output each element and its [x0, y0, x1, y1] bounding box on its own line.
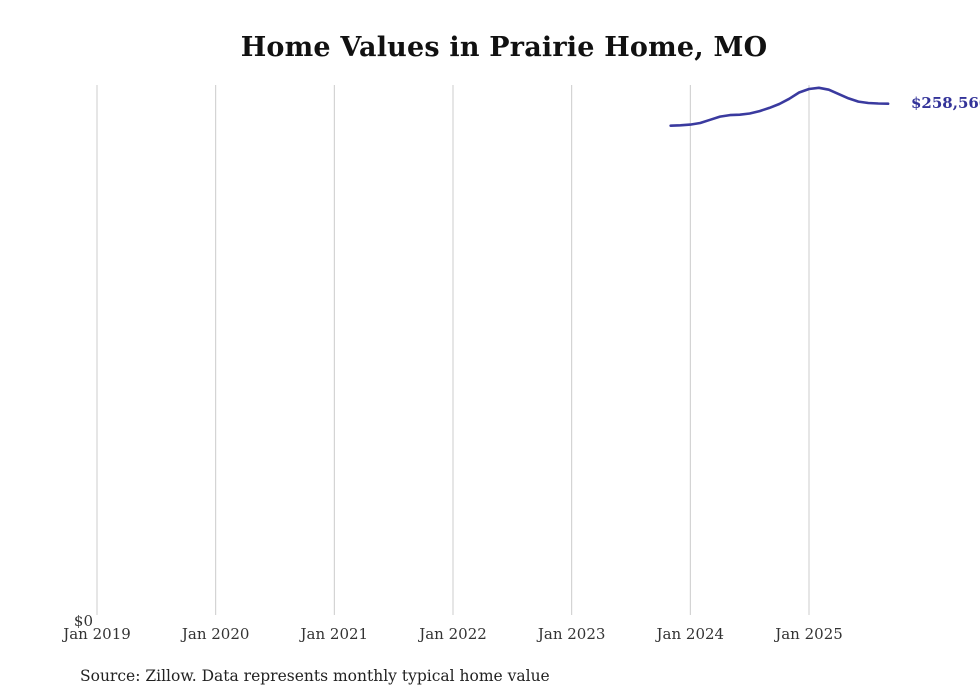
source-note: Source: Zillow. Data represents monthly …	[80, 667, 550, 685]
y-axis-zero-label: $0	[73, 612, 93, 630]
chart-title: Home Values in Prairie Home, MO	[240, 32, 768, 63]
x-axis-tick-labels: Jan 2019 Jan 2020 Jan 2021 Jan 2022 Jan 2023…	[0, 625, 980, 647]
x-axis-tick-label: Jan 2025	[775, 625, 843, 643]
x-axis-tick-label: Jan 2020	[181, 625, 250, 643]
x-axis-tick-label: Jan 2022	[419, 625, 487, 643]
latest-value-label: $258,560	[911, 94, 980, 112]
x-axis-tick-label: Jan 2023	[537, 625, 606, 643]
x-axis-tick-label: Jan 2019	[63, 625, 131, 643]
x-axis-tick-label: Jan 2024	[656, 625, 725, 643]
x-axis-tick-label: Jan 2021	[300, 625, 369, 643]
home-value-line	[669, 86, 890, 127]
